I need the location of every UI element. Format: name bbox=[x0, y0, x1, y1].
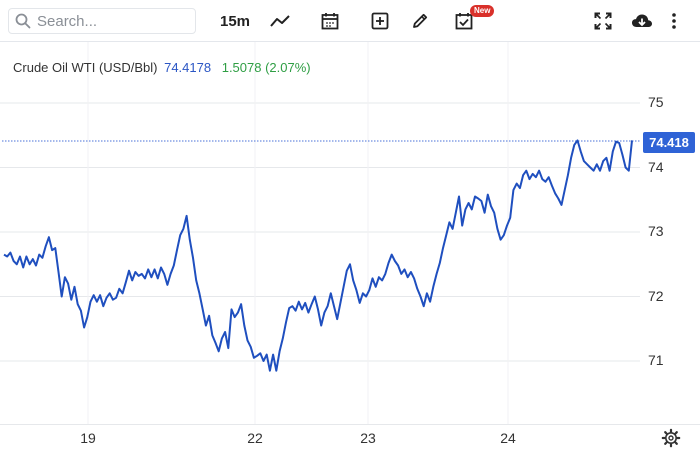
x-tick-label: 23 bbox=[360, 430, 376, 446]
legend-price: 74.4178 bbox=[164, 60, 212, 75]
y-tick-label: 71 bbox=[648, 352, 664, 368]
chart-grid bbox=[0, 42, 640, 424]
legend-symbol: Crude Oil WTI (USD/Bbl) bbox=[13, 60, 158, 75]
gear-icon[interactable] bbox=[661, 428, 681, 448]
calendar-button[interactable] bbox=[316, 7, 344, 35]
calendar-icon bbox=[321, 13, 339, 30]
interval-button[interactable]: 15m bbox=[219, 12, 251, 30]
y-tick-label: 74 bbox=[648, 159, 664, 175]
add-box-icon bbox=[371, 12, 389, 30]
chart-toolbar: 15m bbox=[0, 0, 700, 42]
x-tick-label: 24 bbox=[500, 430, 516, 446]
draw-button[interactable] bbox=[406, 7, 434, 35]
legend-change: 1.5078 (2.07%) bbox=[221, 60, 311, 75]
y-tick-label: 73 bbox=[648, 223, 664, 239]
y-tick-label: 72 bbox=[648, 288, 664, 304]
pencil-icon bbox=[413, 13, 428, 28]
search-box[interactable] bbox=[8, 8, 196, 34]
price-series-line bbox=[3, 139, 633, 372]
more-menu-button[interactable] bbox=[664, 7, 684, 35]
x-tick-label: 22 bbox=[247, 430, 263, 446]
fullscreen-button[interactable] bbox=[590, 7, 616, 35]
search-input[interactable] bbox=[37, 12, 187, 30]
download-button[interactable] bbox=[628, 7, 656, 35]
fullscreen-icon bbox=[594, 12, 612, 30]
chart-legend: Crude Oil WTI (USD/Bbl) 74.4178 1.5078 (… bbox=[13, 60, 311, 75]
y-tick-label: 75 bbox=[648, 94, 664, 110]
x-tick-label: 19 bbox=[80, 430, 96, 446]
checklist-icon bbox=[455, 13, 473, 30]
search-icon bbox=[15, 13, 31, 29]
chart-type-button[interactable] bbox=[266, 7, 294, 35]
cloud-download-icon bbox=[632, 14, 652, 27]
checklist-button[interactable] bbox=[450, 7, 478, 35]
line-chart-icon bbox=[270, 15, 290, 27]
new-badge: New bbox=[470, 5, 495, 17]
current-price-label: 74.418 bbox=[643, 132, 695, 153]
add-indicator-button[interactable] bbox=[366, 7, 394, 35]
more-vertical-icon bbox=[672, 13, 676, 29]
